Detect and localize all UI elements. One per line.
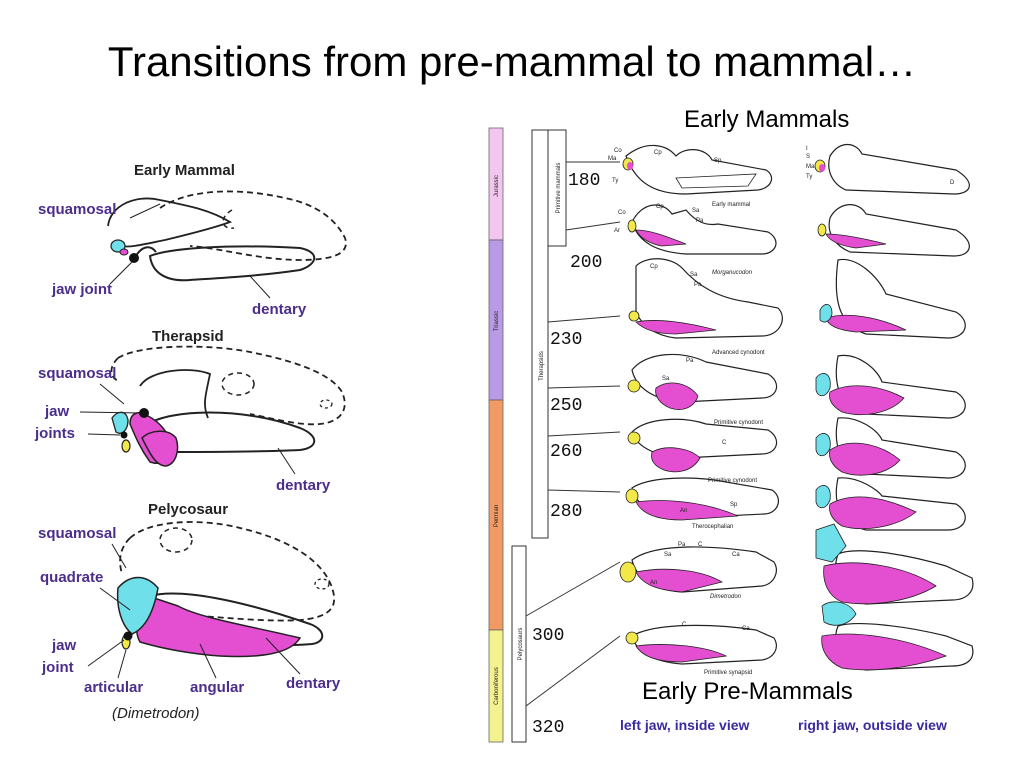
label-sa-7: Sa [664,552,672,558]
row-morganucodon: Co Ar Cp Sa Pa [614,204,970,257]
label-s: S [806,154,810,160]
period-triassic: Triassic [494,311,500,331]
label-co: Co [614,148,622,154]
label-cp-3: Cp [650,264,658,270]
footer-right-jaw: right jaw, outside view [798,717,947,733]
taxon-morganucodon: Morganucodon [712,270,753,276]
label-ma: Ma [608,156,617,162]
heading-early-mammals: Early Mammals [684,106,850,133]
row-advanced-cynodont: Cp Sa Pa Morganucodon [628,258,966,339]
heading-early-pre-mammals: Early Pre-Mammals [642,678,853,705]
label-pa-7: Pa [678,542,686,548]
early-mammal-title: Early Mammal [134,162,235,179]
label-i: I [806,146,808,152]
row-dimetrodon: Pa Sa C Ca An Dimetrodon [619,523,974,605]
age-200: 200 [570,253,602,273]
label-cp: Cp [654,150,662,156]
early-mammal-skull: Early Mammal squamosal jaw joint dentary [38,162,347,318]
left-skull-diagram: Early Mammal squamosal jaw joint dentary… [34,162,347,722]
taxon-primitive-cynodont-2: Primitive cynodont [708,478,757,484]
early-mammal-jaw-joint-label: jaw joint [51,281,112,298]
evolution-chart: Jurassic Triassic Permian Carboniferous … [488,127,974,743]
label-pa-4: Pa [686,358,694,364]
pelycosaur-genus-label: (Dimetrodon) [112,705,200,722]
taxon-primitive-cynodont-1: Primitive cynodont [714,420,763,426]
label-sp: Sp [714,158,722,164]
pelycosaur-dentary-label: dentary [286,675,341,692]
label-ar-2: Ar [614,228,620,234]
pelycosaur-angular-label: angular [190,679,244,696]
taxon-dimetrodon: Dimetrodon [710,594,742,600]
age-230: 230 [550,330,582,350]
early-mammal-squamosal-label: squamosal [38,201,116,218]
group-therapsids: Therapsids [539,351,545,381]
label-co-2: Co [618,210,626,216]
pelycosaur-joint-label: joint [41,659,74,676]
pelycosaur-title: Pelycosaur [148,501,228,518]
label-sp-6: Sp [730,502,738,508]
age-250: 250 [550,396,582,416]
label-sa-4: Sa [662,376,670,382]
pelycosaur-squamosal-label: squamosal [38,525,116,542]
age-labels: 180 200 230 250 260 280 300 320 [532,171,602,738]
label-sa-2: Sa [692,208,700,214]
label-ty: Ty [612,178,618,184]
therapsid-joints-label: joints [34,425,75,442]
label-pa-2: Pa [696,218,704,224]
therapsid-skull: Therapsid squamosal jaw joints dentary [34,328,346,494]
label-c-7: C [698,542,703,548]
label-an-7: An [650,580,657,586]
taxon-therocephalian: Therocephalian [692,524,733,530]
group-pelycosaurs: Pelycosaurs [518,628,524,661]
label-an-6: An [680,508,687,514]
row-therocephalian: Primitive cynodont An Sp Therocephalian [625,477,966,531]
branch-lines [525,161,621,707]
row-early-mammal: Co Ma Ty Cp Sp Early mammal I S Ma Ty D [608,143,970,208]
period-column: Jurassic Triassic Permian Carboniferous [488,127,504,743]
page-title: Transitions from pre-mammal to mammal… [107,38,917,85]
therapsid-jaw-label: jaw [44,403,70,420]
age-280: 280 [550,502,582,522]
label-ty-r: Ty [806,174,812,180]
label-c-8: C [682,622,687,628]
label-ma-r: Ma [806,164,815,170]
taxon-advanced-cynodont: Advanced cynodont [712,350,765,356]
pelycosaur-articular-label: articular [84,679,143,696]
row-primitive-cynodont-2: Primitive cynodont C [627,417,966,479]
therapsid-title: Therapsid [152,328,224,345]
label-cp-2: Cp [656,204,664,210]
therapsid-squamosal-label: squamosal [38,365,116,382]
label-d: D [950,180,955,186]
group-boxes: Primitive mammals Therapsids Pelycosaurs [511,129,567,743]
label-ca-8: Ca [742,626,750,632]
taxon-early-mammal: Early mammal [712,202,750,208]
therapsid-dentary-label: dentary [276,477,331,494]
label-pa-3: Pa [694,282,702,288]
label-sa-3: Sa [690,272,698,278]
age-300: 300 [532,626,564,646]
period-carboniferous: Carboniferous [494,667,500,705]
taxon-primitive-synapsid: Primitive synapsid [704,670,752,676]
pelycosaur-skull: Pelycosaur squamosal quadrate jaw joint … [38,501,341,722]
early-mammal-dentary-label: dentary [252,301,307,318]
age-260: 260 [550,442,582,462]
age-320: 320 [532,718,564,738]
pelycosaur-jaw-label: jaw [51,637,77,654]
period-jurassic: Jurassic [494,175,500,197]
label-c-5: C [722,440,727,446]
period-permian: Permian [494,505,500,527]
group-primitive-mammals: Primitive mammals [556,163,562,214]
age-180: 180 [568,171,600,191]
row-primitive-cynodont-1: Advanced cynodont Pa Sa [627,350,966,419]
label-ca-7: Ca [732,552,740,558]
row-primitive-synapsid: C Ca Primitive synapsid [625,601,974,676]
footer-left-jaw: left jaw, inside view [620,717,750,733]
pelycosaur-quadrate-label: quadrate [40,569,103,586]
